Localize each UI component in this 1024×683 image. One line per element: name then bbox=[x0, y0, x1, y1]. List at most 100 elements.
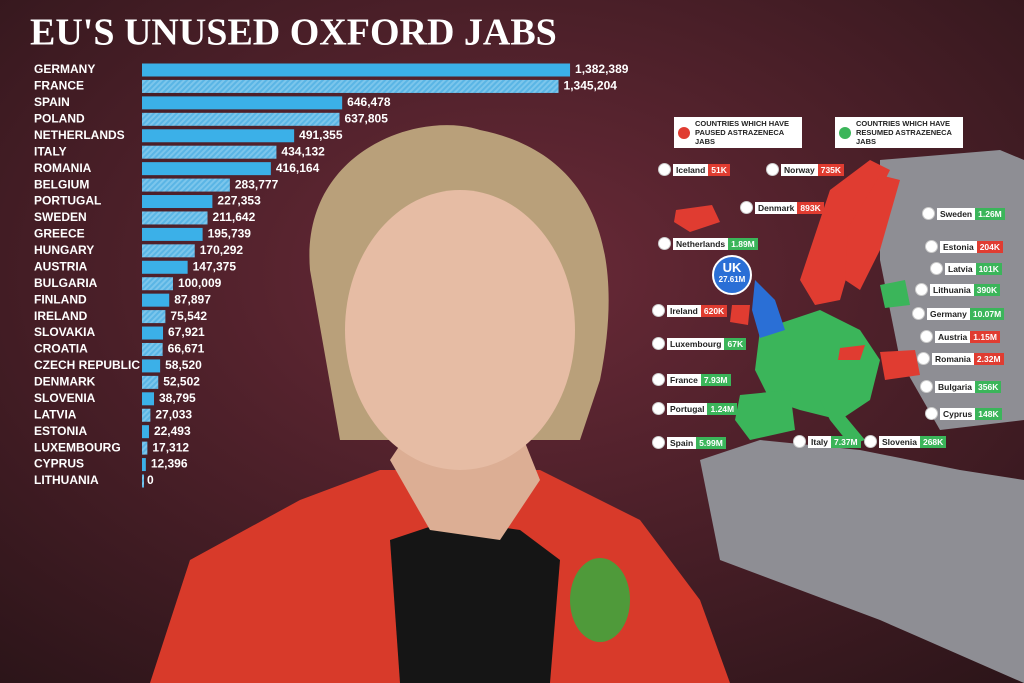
flag bbox=[658, 237, 671, 250]
map-label-value: 356K bbox=[975, 380, 1002, 393]
map-label-name: Sweden bbox=[937, 207, 976, 220]
y-tick-label: DENMARK bbox=[34, 375, 96, 389]
map-label-name: Netherlands bbox=[673, 237, 729, 250]
map-label: Bulgaria 356K bbox=[920, 380, 1002, 393]
bar bbox=[142, 359, 161, 373]
legend-item: COUNTRIES WHICH HAVE RESUMED ASTRAZENECA… bbox=[835, 117, 963, 148]
bar bbox=[142, 425, 149, 439]
map-label-value: 148K bbox=[975, 407, 1002, 420]
map-label-value: 101K bbox=[975, 262, 1002, 275]
data-label: 195,739 bbox=[208, 227, 252, 241]
flag bbox=[925, 407, 938, 420]
map-label: Norway 735K bbox=[766, 163, 845, 176]
data-label: 1,382,389 bbox=[575, 62, 629, 76]
y-tick-label: CROATIA bbox=[34, 342, 88, 356]
data-label: 227,353 bbox=[217, 194, 261, 208]
data-label: 100,009 bbox=[178, 276, 222, 290]
map-label-value: 67K bbox=[724, 337, 747, 350]
data-label: 12,396 bbox=[151, 457, 188, 471]
flag bbox=[912, 307, 925, 320]
bar bbox=[142, 408, 151, 422]
map-label-value: 5.99M bbox=[696, 436, 726, 449]
bar bbox=[142, 375, 159, 389]
data-label: 170,292 bbox=[200, 243, 244, 257]
bar bbox=[142, 326, 164, 340]
bar bbox=[142, 260, 188, 274]
map-label-name: Lithuania bbox=[930, 283, 974, 296]
data-label: 0 bbox=[147, 473, 154, 487]
map-label-value: 27.61M bbox=[718, 275, 746, 284]
map-label-value: 620K bbox=[700, 304, 728, 317]
map-label-value: 1.24M bbox=[707, 402, 738, 415]
map-label: Sweden 1.26M bbox=[922, 207, 1005, 220]
data-label: 75,542 bbox=[170, 309, 207, 323]
legend-item: COUNTRIES WHICH HAVE PAUSED ASTRAZENECA … bbox=[674, 117, 802, 148]
map-label-value: 268K bbox=[919, 435, 947, 448]
flag bbox=[766, 163, 779, 176]
y-tick-label: GERMANY bbox=[34, 62, 95, 76]
data-label: 67,921 bbox=[168, 325, 205, 339]
map-label-name: France bbox=[667, 373, 701, 386]
map-label-value: 7.37M bbox=[831, 435, 861, 448]
flag bbox=[920, 330, 933, 343]
map-label-name: Norway bbox=[781, 163, 818, 176]
map-label-name: Spain bbox=[667, 436, 697, 449]
y-tick-label: HUNGARY bbox=[34, 243, 94, 257]
map-label: Germany 10.07M bbox=[912, 307, 1005, 320]
flag bbox=[925, 240, 938, 253]
y-tick-label: SPAIN bbox=[34, 95, 70, 109]
map-label-value: 51K bbox=[708, 163, 730, 176]
map-label: Lithuania 390K bbox=[915, 283, 1001, 296]
flag bbox=[658, 163, 671, 176]
y-tick-label: ROMANIA bbox=[34, 161, 92, 175]
map-label-name: Ireland bbox=[667, 304, 701, 317]
y-tick-label: LATVIA bbox=[34, 407, 77, 421]
photo bbox=[150, 125, 730, 683]
flag bbox=[864, 435, 877, 448]
bar bbox=[142, 129, 295, 143]
data-label: 22,493 bbox=[154, 424, 191, 438]
bar bbox=[142, 162, 271, 176]
legend-swatch bbox=[678, 126, 690, 139]
map-label-name: Portugal bbox=[667, 402, 708, 415]
map-label-name: Latvia bbox=[945, 262, 976, 275]
flag bbox=[652, 402, 665, 415]
map-label-name: Iceland bbox=[673, 163, 709, 176]
data-label: 58,520 bbox=[165, 358, 202, 372]
map-label-value: 204K bbox=[976, 240, 1004, 253]
flag bbox=[652, 337, 665, 350]
bar bbox=[142, 211, 208, 225]
bar bbox=[142, 178, 230, 192]
y-tick-label: ITALY bbox=[34, 144, 67, 158]
y-tick-label: LUXEMBOURG bbox=[34, 440, 121, 454]
map-label: Netherlands 1.89M bbox=[658, 237, 758, 250]
map-label: Ireland 620K bbox=[652, 304, 728, 317]
map-label-value: 1.26M bbox=[975, 207, 1005, 220]
bar bbox=[142, 458, 146, 472]
map-label-value: 893K bbox=[797, 201, 824, 214]
bar bbox=[142, 112, 340, 126]
map-label: Austria 1.15M bbox=[920, 330, 1000, 343]
data-label: 87,897 bbox=[174, 292, 211, 306]
bar bbox=[142, 195, 213, 209]
data-label: 52,502 bbox=[163, 375, 200, 389]
flag bbox=[793, 435, 806, 448]
flag bbox=[930, 262, 943, 275]
y-tick-label: SWEDEN bbox=[34, 210, 87, 224]
data-label: 38,795 bbox=[159, 391, 196, 405]
map-label-name: Germany bbox=[927, 307, 970, 320]
y-tick-label: CZECH REPUBLIC bbox=[34, 358, 140, 372]
legend-label: COUNTRIES WHICH HAVE PAUSED ASTRAZENECA … bbox=[695, 119, 790, 146]
y-tick-label: LITHUANIA bbox=[34, 473, 99, 487]
map-label-value: 390K bbox=[973, 283, 1001, 296]
data-label: 66,671 bbox=[168, 342, 205, 356]
map-label-value: 10.07M bbox=[969, 307, 1005, 320]
flag bbox=[922, 207, 935, 220]
bar bbox=[142, 310, 166, 324]
y-tick-label: AUSTRIA bbox=[34, 259, 88, 273]
map-label-name: Slovenia bbox=[879, 435, 920, 448]
map-label: Iceland 51K bbox=[658, 163, 730, 176]
map-label: France 7.93M bbox=[652, 373, 731, 386]
